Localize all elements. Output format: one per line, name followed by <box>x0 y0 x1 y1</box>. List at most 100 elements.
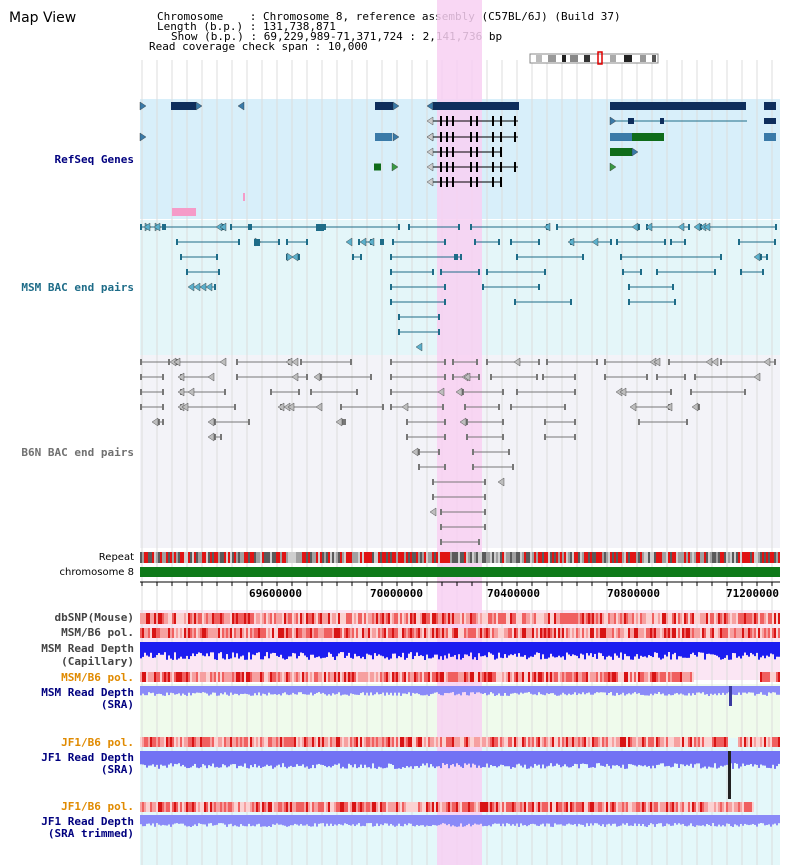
msm-bac-pair-end[interactable] <box>382 239 384 245</box>
msm-read-depth-capillary-label[interactable]: MSM Read Depth <box>41 642 134 655</box>
msm-bac-pair-end[interactable] <box>390 284 392 290</box>
msm-bac-pair-end[interactable] <box>738 239 740 245</box>
msm-bac-label[interactable]: MSM BAC end pairs <box>21 281 134 294</box>
b6n-bac-pair-end[interactable] <box>300 359 302 365</box>
msm-bac-pair-end[interactable] <box>672 284 674 290</box>
msm-bac-pair-end[interactable] <box>538 284 540 290</box>
b6n-bac-pair-end[interactable] <box>544 419 546 425</box>
b6n-bac-pair-end[interactable] <box>390 359 392 365</box>
b6n-bac-pair-end[interactable] <box>774 359 776 365</box>
b6n-bac-pair-end[interactable] <box>162 374 164 380</box>
b6n-bac-pair-end[interactable] <box>478 374 480 380</box>
b6n-bac-pair-end[interactable] <box>406 434 408 440</box>
b6n-bac-pair-end[interactable] <box>444 464 446 470</box>
msm-bac-pair-end[interactable] <box>398 224 400 230</box>
b6n-bac-pair-end[interactable] <box>140 389 142 395</box>
b6n-bac-pair-end[interactable] <box>236 359 238 365</box>
b6n-bac-pair-end[interactable] <box>512 464 514 470</box>
b6n-bac-pair-end[interactable] <box>502 434 504 440</box>
msm-bac-pair-end[interactable] <box>408 224 410 230</box>
b6n-bac-pair-end[interactable] <box>472 449 474 455</box>
msm-bac-pair-end[interactable] <box>470 224 472 230</box>
b6n-bac-pair-end[interactable] <box>140 374 142 380</box>
b6n-bac-pair-end[interactable] <box>646 374 648 380</box>
msm-bac-pair-end[interactable] <box>516 254 518 260</box>
b6n-bac-pair-end[interactable] <box>310 389 312 395</box>
msm-bac-end[interactable] <box>316 224 324 231</box>
b6n-bac-pair-end[interactable] <box>418 449 420 455</box>
msm-bac-pair-end[interactable] <box>556 224 558 230</box>
gene-exon[interactable] <box>374 163 381 171</box>
b6n-bac-pair-end[interactable] <box>370 374 372 380</box>
msm-bac-pair-end[interactable] <box>514 299 516 305</box>
b6n-bac-pair-end[interactable] <box>744 389 746 395</box>
msm-bac-pair-end[interactable] <box>176 239 178 245</box>
b6n-bac-pair-end[interactable] <box>306 374 308 380</box>
msm-bac-pair-end[interactable] <box>774 239 776 245</box>
b6n-bac-pair-end[interactable] <box>140 404 142 410</box>
b6n-bac-pair-end[interactable] <box>510 404 512 410</box>
b6n-bac-pair-end[interactable] <box>382 404 384 410</box>
b6n-bac-pair-end[interactable] <box>214 434 216 440</box>
b6n-bac-pair-end[interactable] <box>158 419 160 425</box>
b6n-bac-pair-end[interactable] <box>444 359 446 365</box>
gene-exon[interactable] <box>660 118 664 124</box>
msm-bac-pair-end[interactable] <box>620 254 622 260</box>
b6n-bac-pair-end[interactable] <box>604 359 606 365</box>
msm-bac-pair-end[interactable] <box>478 269 480 275</box>
b6n-bac-pair-end[interactable] <box>484 524 486 530</box>
msm-bac-pair-end[interactable] <box>674 299 676 305</box>
msm-bac-pair-end[interactable] <box>622 269 624 275</box>
b6n-bac-pair-end[interactable] <box>140 359 142 365</box>
b6n-bac-pair-end[interactable] <box>596 359 598 365</box>
b6n-bac-pair-end[interactable] <box>668 359 670 365</box>
jf1-read-depth-sra-label[interactable]: JF1 Read Depth <box>41 751 134 764</box>
msm-bac-pair-end[interactable] <box>656 269 658 275</box>
b6n-bac-pair-end[interactable] <box>694 374 696 380</box>
b6n-bac-pair-end[interactable] <box>574 419 576 425</box>
b6n-bac-pair-end[interactable] <box>356 389 358 395</box>
b6n-bac-pair-end[interactable] <box>342 419 344 425</box>
b6n-bac-pair-end[interactable] <box>604 374 606 380</box>
b6n-bac-pair-end[interactable] <box>484 494 486 500</box>
gene-exon[interactable] <box>171 102 196 110</box>
b6n-bac-pair-end[interactable] <box>236 374 238 380</box>
msm-bac-pair-end[interactable] <box>390 299 392 305</box>
msm-bac-pair-end[interactable] <box>230 224 232 230</box>
b6n-bac-pair-end[interactable] <box>390 389 392 395</box>
b6n-bac-pair-end[interactable] <box>656 374 658 380</box>
msm-bac-pair-end[interactable] <box>456 254 458 260</box>
b6n-bac-pair-end[interactable] <box>502 419 504 425</box>
msm-bac-pair-end[interactable] <box>248 224 250 230</box>
msm-bac-pair-end[interactable] <box>432 269 434 275</box>
b6n-bac-pair-end[interactable] <box>444 374 446 380</box>
msm-bac-pair-end[interactable] <box>684 239 686 245</box>
gene-exon[interactable] <box>632 133 664 141</box>
msm-bac-pair-end[interactable] <box>358 239 360 245</box>
b6n-bac-label[interactable]: B6N BAC end pairs <box>21 446 134 459</box>
b6n-bac-pair-end[interactable] <box>466 434 468 440</box>
b6n-bac-pair-end[interactable] <box>320 374 322 380</box>
msm-bac-pair-end[interactable] <box>670 239 672 245</box>
b6n-bac-pair-end[interactable] <box>486 359 488 365</box>
b6n-bac-pair-end[interactable] <box>484 479 486 485</box>
msm-bac-pair-end[interactable] <box>444 239 446 245</box>
b6n-bac-pair-end[interactable] <box>466 419 468 425</box>
msm-bac-pair-end[interactable] <box>392 239 394 245</box>
msm-bac-pair-end[interactable] <box>582 254 584 260</box>
b6n-bac-pair-end[interactable] <box>464 404 466 410</box>
gene-exon[interactable] <box>375 133 392 141</box>
b6n-bac-pair-end[interactable] <box>344 419 346 425</box>
msm-bac-pair-end[interactable] <box>616 239 618 245</box>
msm-bac-pair-end[interactable] <box>460 254 462 260</box>
msm-bac-pair-end[interactable] <box>454 254 456 260</box>
msm-bac-pair-end[interactable] <box>638 224 640 230</box>
gene-exon[interactable] <box>433 102 519 110</box>
b6n-bac-pair-end[interactable] <box>168 359 170 365</box>
b6n-bac-pair-end[interactable] <box>462 389 464 395</box>
b6n-bac-pair-end[interactable] <box>684 374 686 380</box>
b6n-bac-pair-end[interactable] <box>440 539 442 545</box>
b6n-bac-pair-end[interactable] <box>478 539 480 545</box>
b6n-bac-pair-end[interactable] <box>162 404 164 410</box>
